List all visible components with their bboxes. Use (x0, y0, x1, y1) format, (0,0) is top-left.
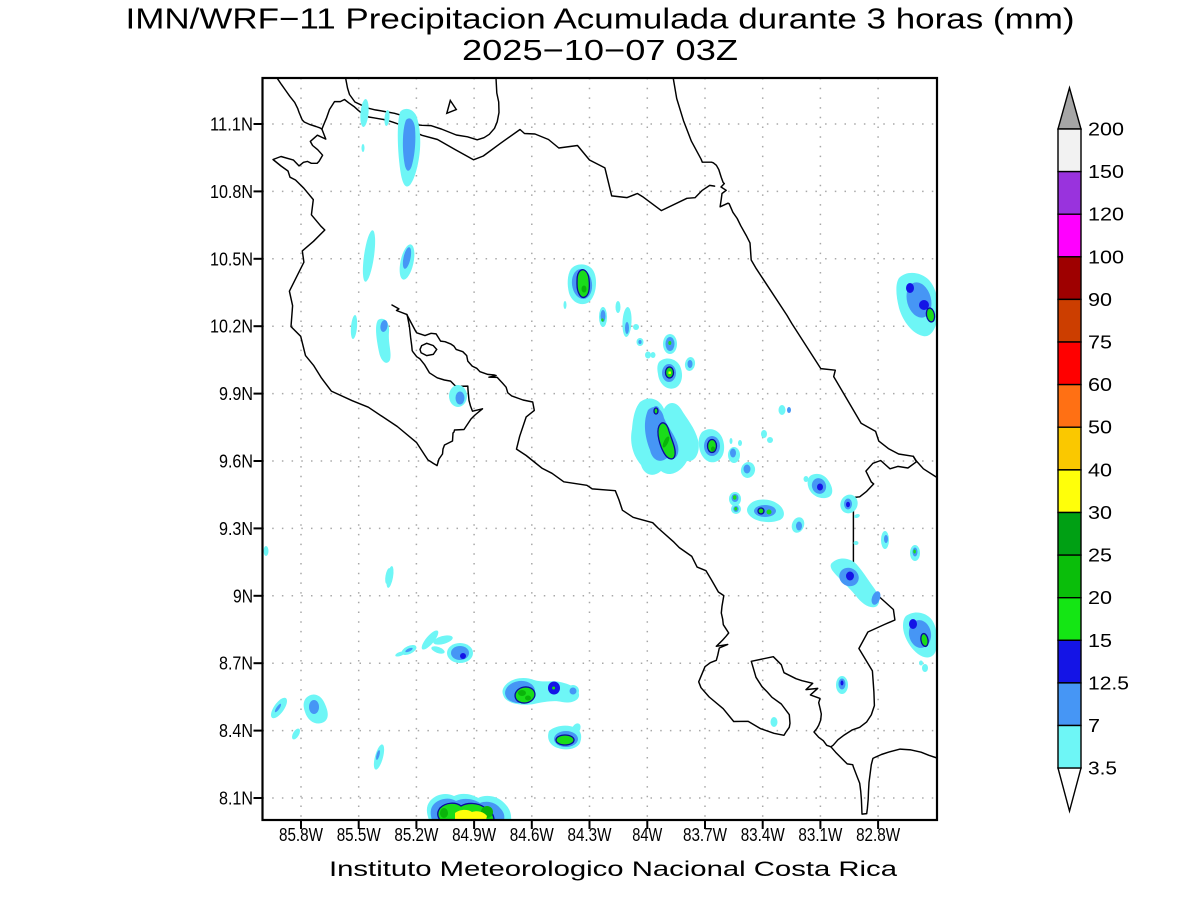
svg-text:12.5: 12.5 (1088, 672, 1129, 693)
svg-text:9.3N: 9.3N (219, 519, 253, 539)
svg-text:84.9W: 84.9W (452, 825, 496, 845)
svg-text:9.9N: 9.9N (219, 384, 253, 404)
svg-text:82.8W: 82.8W (856, 825, 900, 845)
svg-text:83.7W: 83.7W (683, 825, 727, 845)
svg-text:9N: 9N (233, 586, 253, 606)
svg-text:2025−10−07 03Z: 2025−10−07 03Z (462, 35, 738, 67)
svg-text:200: 200 (1088, 119, 1124, 140)
svg-text:8.4N: 8.4N (219, 721, 253, 741)
svg-text:83.4W: 83.4W (741, 825, 785, 845)
svg-text:10.5N: 10.5N (210, 249, 253, 269)
svg-text:120: 120 (1088, 204, 1124, 225)
svg-text:30: 30 (1088, 502, 1112, 523)
svg-text:100: 100 (1088, 246, 1124, 267)
svg-text:10.2N: 10.2N (210, 317, 253, 337)
svg-text:85.2W: 85.2W (394, 825, 438, 845)
svg-text:90: 90 (1088, 289, 1112, 310)
svg-text:50: 50 (1088, 417, 1112, 438)
svg-text:40: 40 (1088, 459, 1112, 480)
svg-text:75: 75 (1088, 332, 1112, 353)
svg-text:8.7N: 8.7N (219, 654, 253, 674)
svg-text:11.1N: 11.1N (210, 115, 253, 135)
svg-text:7: 7 (1088, 715, 1100, 736)
svg-text:84.3W: 84.3W (568, 825, 612, 845)
svg-text:84.6W: 84.6W (510, 825, 554, 845)
svg-text:3.5: 3.5 (1088, 758, 1117, 779)
svg-text:83.1W: 83.1W (798, 825, 842, 845)
svg-text:8.1N: 8.1N (219, 789, 253, 809)
svg-text:25: 25 (1088, 545, 1112, 566)
svg-text:15: 15 (1088, 630, 1112, 651)
svg-text:60: 60 (1088, 374, 1112, 395)
svg-text:85.5W: 85.5W (337, 825, 381, 845)
svg-text:20: 20 (1088, 587, 1112, 608)
svg-text:9.6N: 9.6N (219, 452, 253, 472)
svg-text:85.8W: 85.8W (279, 825, 323, 845)
svg-text:IMN/WRF−11 Precipitacion Acumu: IMN/WRF−11 Precipitacion Acumulada duran… (126, 4, 1075, 36)
svg-text:10.8N: 10.8N (210, 182, 253, 202)
svg-text:150: 150 (1088, 161, 1124, 182)
svg-text:Instituto Meteorologico Nacion: Instituto Meteorologico Nacional Costa R… (329, 857, 897, 881)
svg-text:84W: 84W (632, 825, 662, 845)
